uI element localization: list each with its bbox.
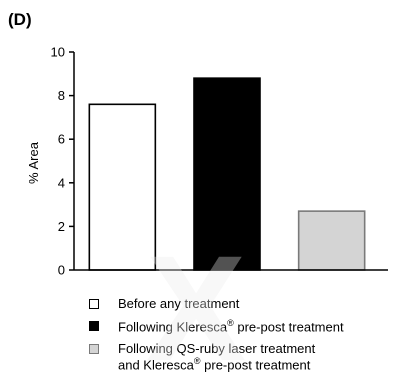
bar-2: [193, 77, 261, 271]
y-axis-title: % Area: [26, 141, 41, 184]
legend-item: Following QS-ruby laser treatment and Kle…: [86, 341, 391, 374]
y-tick-label: 10: [51, 45, 65, 60]
y-tick-label: 6: [58, 132, 65, 147]
bar-chart: 0 2 4 6 8 10 % Area: [26, 45, 388, 278]
legend-label: Before any treatment: [118, 296, 240, 311]
legend-item: Before any treatment: [86, 296, 391, 312]
bar-3: [297, 210, 366, 271]
panel-label: (D): [8, 10, 32, 29]
y-tick-label: 2: [58, 219, 65, 234]
legend-label: Following QS-ruby laser treatment: [118, 340, 316, 356]
bar-1: [88, 103, 157, 271]
y-tick-label: 4: [58, 175, 65, 190]
legend-swatch: [89, 320, 99, 331]
legend-label: Following Kleresca® pre-post treatment: [118, 317, 344, 334]
y-tick-label: 0: [58, 263, 65, 278]
legend: Before any treatment Following Kleresca® …: [86, 296, 391, 379]
legend-label: and Kleresca® pre-post treatment: [118, 356, 311, 373]
y-axis: 0 2 4 6 8 10: [51, 45, 75, 278]
legend-swatch: [89, 299, 99, 309]
bars: [88, 77, 366, 271]
y-tick-label: 8: [58, 88, 65, 103]
legend-swatch: [89, 343, 99, 354]
legend-item: Following Kleresca® pre-post treatment: [86, 318, 391, 335]
